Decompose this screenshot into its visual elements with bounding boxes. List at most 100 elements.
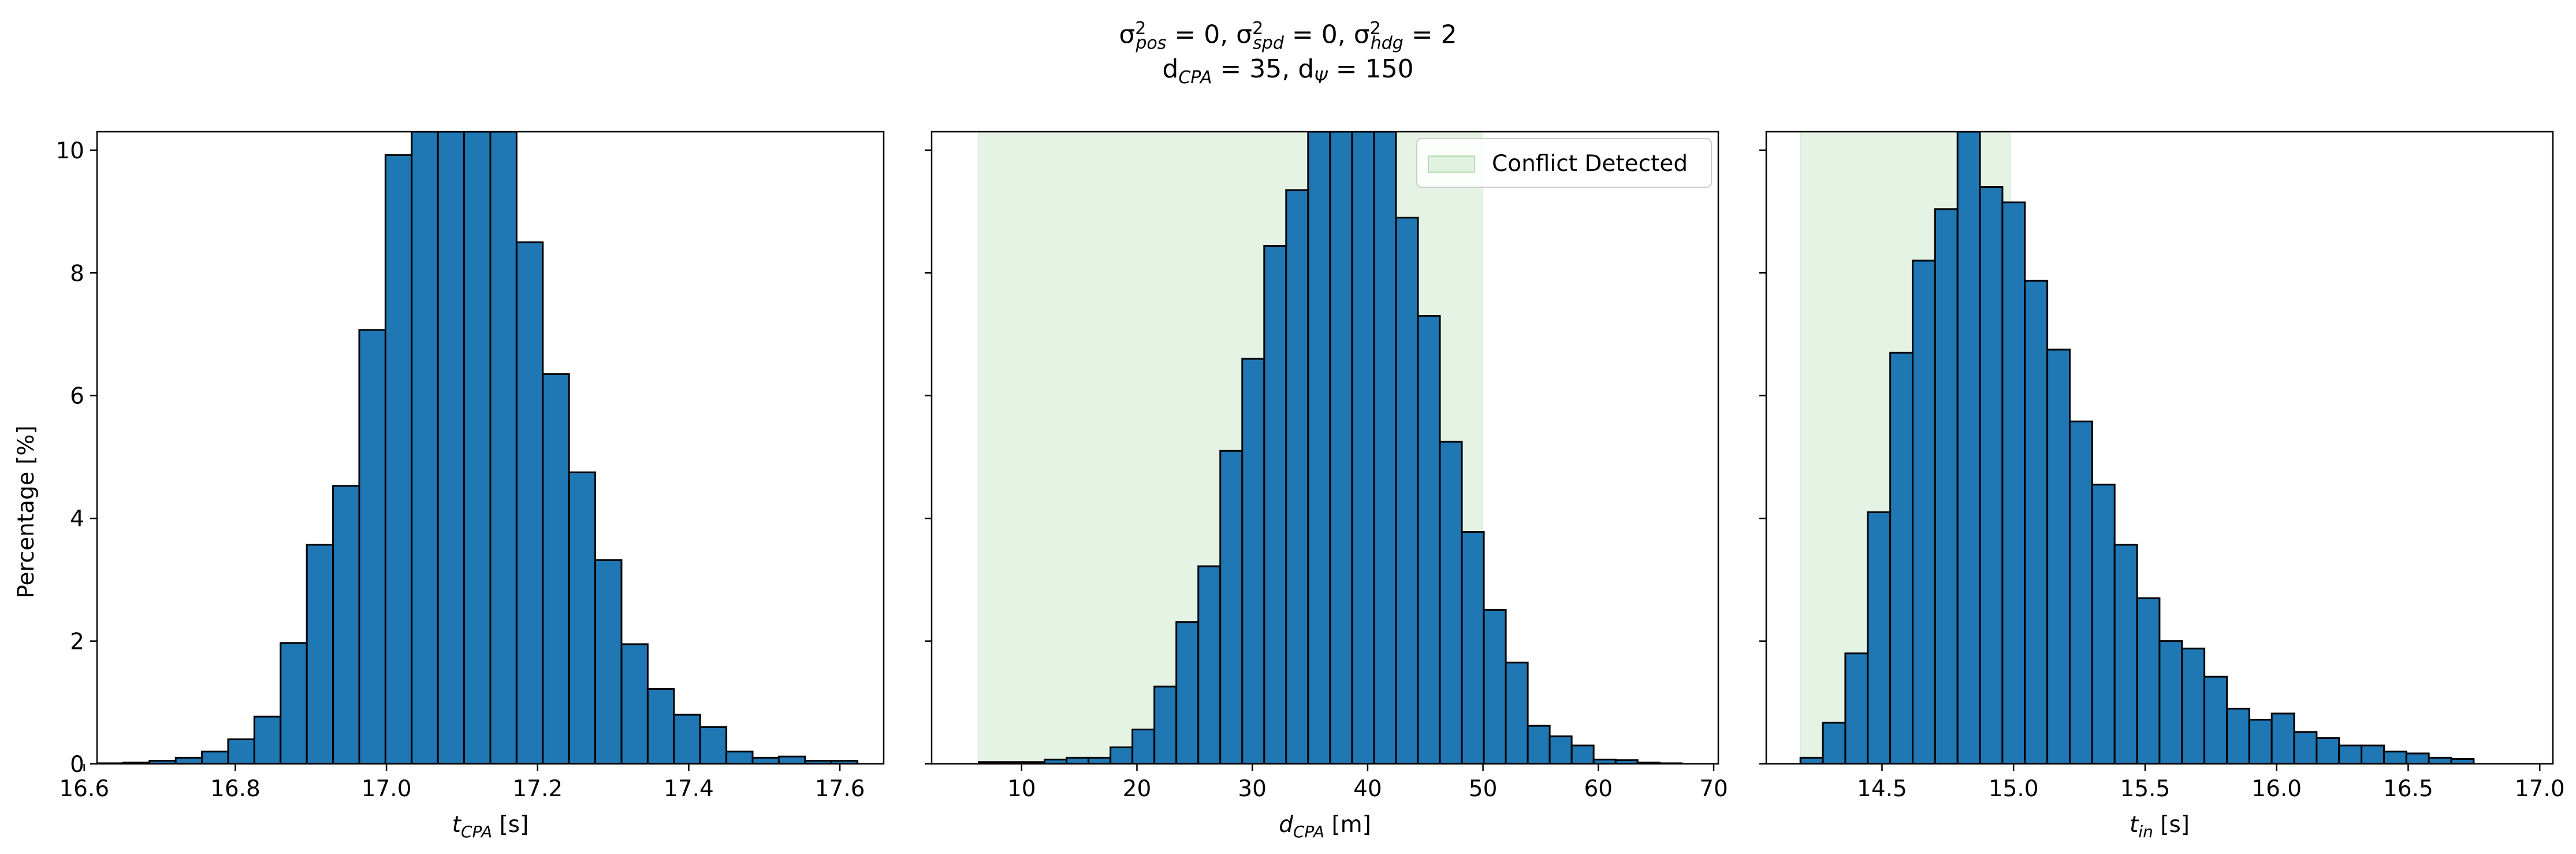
- histogram-bar: [332, 485, 360, 764]
- histogram-bar: [201, 751, 229, 764]
- x-tick-label: 17.6: [815, 776, 865, 802]
- x-tick-label: 14.5: [1857, 776, 1907, 802]
- x-tick-label: 16.0: [2251, 776, 2302, 802]
- histogram-bar: [1867, 511, 1892, 764]
- y-tick-label: 6: [70, 384, 84, 410]
- y-tick-label: 10: [55, 138, 84, 164]
- histogram-bar: [463, 132, 492, 764]
- histogram-bar: [1956, 132, 1981, 764]
- histogram-bar: [2203, 675, 2228, 764]
- histogram-bar: [699, 726, 728, 764]
- histogram-bar: [358, 329, 386, 764]
- histogram-bar: [2316, 737, 2340, 764]
- y-axis-label: Percentage [%]: [13, 425, 39, 598]
- histogram-bar: [2136, 597, 2161, 764]
- plot-area-1: [97, 132, 884, 764]
- histogram-bar: [1307, 132, 1331, 764]
- title-fragment: d: [1162, 54, 1179, 84]
- legend-label: Conflict Detected: [1492, 151, 1688, 177]
- histogram-bar: [1505, 662, 1529, 764]
- histogram-bar: [1844, 652, 1869, 764]
- histogram-bar: [1241, 358, 1265, 764]
- histogram-bar: [1483, 608, 1507, 764]
- histogram-bar: [2248, 719, 2273, 764]
- x-label-subscript: CPA: [461, 822, 492, 841]
- histogram-bar: [1570, 744, 1595, 764]
- histogram-bar: [1934, 208, 1959, 764]
- histogram-bar: [1329, 132, 1353, 764]
- title-fragment: Ψ: [1314, 67, 1328, 88]
- title-fragment: = 35, d: [1212, 54, 1315, 84]
- histogram-bar: [174, 756, 203, 764]
- histogram-bar: [1822, 722, 1847, 764]
- histogram-bar: [1439, 440, 1463, 764]
- x-tick-label: 50: [1469, 776, 1498, 802]
- x-tick-label: 16.5: [2383, 776, 2433, 802]
- histogram-bar: [489, 132, 518, 764]
- axes-frame-1: [96, 131, 885, 765]
- histogram-bar: [1351, 132, 1375, 764]
- histogram-bar: [2181, 647, 2206, 764]
- histogram-bar: [2158, 640, 2183, 764]
- legend-box: [1416, 138, 1712, 188]
- histogram-bar: [384, 154, 413, 764]
- histogram-bar: [1373, 132, 1397, 764]
- histogram-bar: [411, 132, 439, 764]
- histogram-bar: [1110, 746, 1134, 764]
- x-tick-label: 20: [1123, 776, 1152, 802]
- y-tick-label: 4: [70, 506, 84, 532]
- title-fragment: = 0, σ: [1283, 20, 1370, 50]
- histogram-bar: [594, 559, 623, 764]
- histogram-bar: [2293, 731, 2318, 764]
- title-fragment: hdg: [1370, 33, 1404, 54]
- title-fragment: spd: [1253, 33, 1284, 54]
- histogram-bar: [2001, 201, 2026, 764]
- histogram-bar: [830, 760, 859, 764]
- histogram-bar: [1088, 756, 1112, 764]
- y-tick-label: 0: [70, 752, 84, 778]
- figure-title-line-2: dCPA = 35, dΨ = 150: [0, 53, 2576, 94]
- title-fragment: 2: [1369, 18, 1381, 39]
- histogram-bar: [1263, 245, 1287, 764]
- axes-frame-3: [1765, 131, 2554, 765]
- histogram-bar: [2383, 751, 2407, 764]
- x-label-subscript: in: [2138, 822, 2153, 841]
- x-tick-label: 16.6: [59, 776, 109, 802]
- histogram-bar: [673, 714, 701, 764]
- x-tick-label: 15.5: [2120, 776, 2171, 802]
- x-label-symbol: t: [2130, 812, 2139, 838]
- histogram-bar: [1175, 621, 1200, 764]
- y-tick-label: 2: [70, 629, 84, 655]
- histogram-bar: [253, 715, 282, 764]
- axes-frame-2: [930, 131, 1719, 765]
- title-fragment: 2: [1252, 18, 1264, 39]
- histogram-bar: [2046, 348, 2071, 764]
- histogram-bar: [1285, 189, 1309, 764]
- histogram-bar: [1131, 729, 1156, 764]
- histogram-bar: [1799, 756, 1824, 764]
- histogram-bar: [1066, 756, 1090, 764]
- title-fragment: = 0, σ: [1166, 20, 1253, 50]
- histogram-bar: [542, 373, 570, 764]
- x-tick-label: 15.0: [1989, 776, 2039, 802]
- plot-area-3: [1799, 132, 2475, 764]
- histogram-bar: [437, 132, 466, 764]
- histogram-bar: [2068, 420, 2093, 764]
- title-fragment: = 2: [1403, 20, 1457, 50]
- histogram-bar: [2428, 756, 2452, 764]
- x-tick-label: 16.8: [210, 776, 260, 802]
- x-label-symbol: t: [452, 812, 462, 838]
- x-label-unit: [m]: [1324, 812, 1371, 838]
- x-axis-label-3: tin [s]: [2130, 812, 2190, 841]
- y-tick-label: 8: [70, 261, 84, 287]
- histogram-bar: [620, 643, 649, 764]
- histogram-bar: [646, 688, 675, 764]
- x-label-symbol: d: [1279, 812, 1293, 838]
- histogram-bar: [1548, 735, 1573, 764]
- x-tick-label: 40: [1353, 776, 1382, 802]
- x-label-subscript: CPA: [1293, 822, 1324, 841]
- title-fragment: 2: [1135, 18, 1146, 39]
- histogram-bar: [280, 642, 308, 764]
